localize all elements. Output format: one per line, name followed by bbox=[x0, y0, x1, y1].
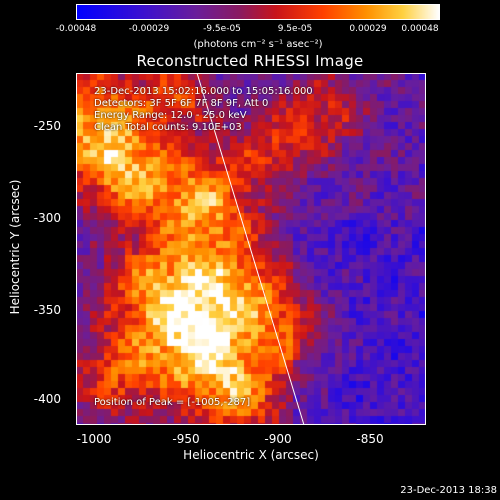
colorbar-tick: -9.5e-05 bbox=[203, 24, 241, 34]
colorbar-tick: 0.00029 bbox=[349, 24, 387, 34]
x-tick-label: -950 bbox=[172, 432, 200, 446]
colorbar-tick: 9.5e-05 bbox=[277, 24, 313, 34]
y-tick-label: -300 bbox=[33, 211, 61, 225]
y-tick-label: -350 bbox=[33, 303, 61, 317]
x-tick-label: -850 bbox=[356, 432, 384, 446]
image-title: Reconstructed RHESSI Image bbox=[136, 52, 364, 70]
colorbar-tick: -0.00029 bbox=[128, 24, 170, 34]
peak-position-text: Position of Peak = [-1005,-287] bbox=[94, 397, 251, 408]
limb-line bbox=[196, 73, 305, 425]
y-tick-label: -400 bbox=[33, 392, 61, 406]
detectors-text: Detectors: 3F 5F 6F 7F 8F 9F, Att 0 bbox=[94, 98, 269, 109]
colorbar-tick: 0.00048 bbox=[401, 24, 439, 34]
y-tick-label: -250 bbox=[33, 119, 61, 133]
timestamp: 23-Dec-2013 18:38 bbox=[400, 485, 497, 496]
time-range-text: 23-Dec-2013 15:02:16.000 to 15:05:16.000 bbox=[94, 86, 313, 97]
clean-counts-text: Clean Total counts: 9.10E+03 bbox=[94, 122, 242, 133]
energy-range-text: Energy Range: 12.0 - 25.0 keV bbox=[94, 110, 247, 121]
x-tick-label: -1000 bbox=[76, 432, 112, 446]
colorbar-tick: -0.00048 bbox=[55, 24, 97, 34]
x-tick-label: -900 bbox=[264, 432, 292, 446]
y-axis-label: Heliocentric Y (arcsec) bbox=[8, 179, 22, 315]
colorbar-unit: (photons cm⁻² s⁻¹ asec⁻²) bbox=[193, 39, 323, 50]
x-axis-label: Heliocentric X (arcsec) bbox=[183, 448, 319, 462]
colorbar bbox=[76, 4, 440, 20]
